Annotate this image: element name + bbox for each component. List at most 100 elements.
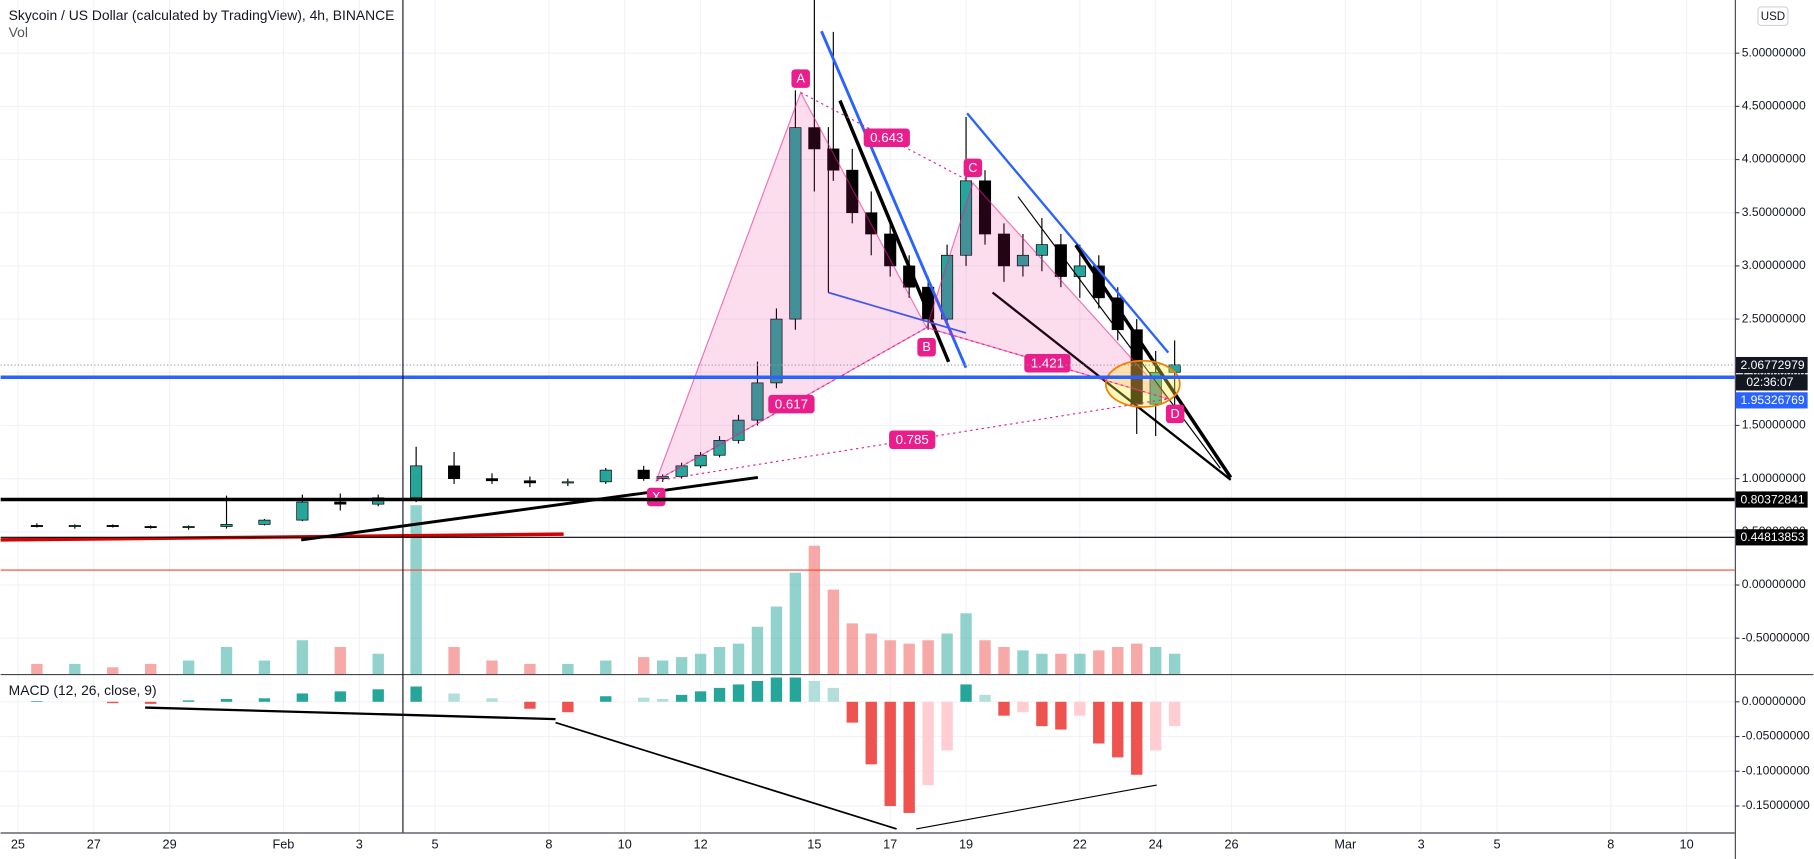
price-label: 2.06772979 (1741, 358, 1805, 372)
macd-bar (827, 687, 840, 702)
y-tick-label: 4.00000000 (1742, 152, 1806, 166)
volume-bar (107, 667, 119, 675)
volume-bar (1017, 650, 1029, 675)
y-tick-label: -0.05000000 (1742, 729, 1810, 743)
volume-bar (865, 633, 877, 675)
macd-bar (770, 677, 783, 702)
currency-button[interactable] (1757, 6, 1789, 27)
volume-bar (903, 643, 915, 675)
volume-bar (694, 653, 707, 675)
point-label: X (652, 489, 661, 504)
candle-body (941, 254, 954, 320)
volume-bar (675, 657, 688, 675)
point-box (963, 158, 983, 178)
macd-bar (1074, 701, 1086, 716)
macd-bar (410, 686, 422, 702)
x-tick-label: 29 (163, 836, 177, 851)
ratio-box (863, 128, 910, 147)
ratio-label: 1.421 (1031, 355, 1064, 370)
macd-bar (979, 694, 991, 702)
volume-bar (31, 663, 43, 675)
volume-bar (562, 663, 574, 675)
volume-bar (789, 572, 802, 675)
candle-body (68, 525, 81, 527)
y-tick-label: 3.50000000 (1742, 205, 1806, 219)
macd-bar (903, 701, 915, 813)
macd-bar (884, 701, 896, 807)
point-box (1165, 404, 1185, 424)
macd-bar (1055, 701, 1067, 730)
trendline (820, 30, 968, 369)
x-tick-label: 22 (1073, 836, 1087, 851)
candle-body (410, 465, 423, 499)
y-tick-label: 2.50000000 (1742, 311, 1806, 325)
ratio-label: 0.643 (870, 130, 903, 145)
volume-bar (334, 647, 346, 675)
macd-bar (998, 701, 1010, 716)
ratio-label: 0.785 (896, 432, 929, 447)
volume-bar (1131, 643, 1143, 675)
macd-bar (960, 684, 972, 702)
candle-body (997, 233, 1011, 267)
countdown-box (1735, 374, 1808, 391)
volume-bar (1036, 653, 1048, 675)
y-tick-label: 3.00000000 (1742, 258, 1806, 272)
volume-bar (770, 606, 783, 675)
volume-bar (524, 663, 536, 675)
candle-body (960, 180, 973, 256)
x-tick-label: 25 (11, 836, 25, 851)
macd-pane (31, 677, 1181, 830)
candle-body (770, 318, 783, 384)
candle-body (182, 526, 195, 528)
point-box (917, 338, 936, 357)
x-tick-label: 10 (1680, 836, 1694, 851)
macd-legend: MACD (12, 26, close, 9) (9, 682, 157, 698)
volume-bar (372, 653, 384, 675)
y-tick-label: -0.15000000 (1742, 798, 1810, 812)
macd-bar (808, 680, 821, 702)
trendline (300, 476, 759, 542)
volume-bar (258, 660, 271, 675)
macd-bar (865, 701, 877, 765)
currency-label: USD (1761, 11, 1785, 23)
macd-bar (372, 689, 384, 702)
macd-bar (1093, 701, 1105, 744)
price-label: 0.80372841 (1741, 492, 1805, 506)
macd-bar (182, 700, 195, 702)
volume-bar (979, 640, 991, 675)
volume-bar (1112, 647, 1124, 675)
candle-body (106, 525, 119, 527)
macd-bar (524, 701, 536, 709)
macd-bar (922, 701, 934, 786)
y-tick-label: 4.50000000 (1742, 99, 1806, 113)
y-tick-label: -0.10000000 (1742, 763, 1810, 777)
macd-bar (675, 694, 688, 702)
point-box (791, 69, 810, 88)
x-tick-label: 19 (959, 836, 973, 851)
macd-bar (694, 691, 707, 702)
macd-bar (562, 701, 574, 713)
macd-bar (1168, 701, 1181, 727)
candle-body (448, 465, 461, 479)
x-tick-label: 5 (1493, 836, 1500, 851)
candle-body (827, 148, 840, 171)
macd-bar (1017, 701, 1029, 713)
macd-bar (1131, 701, 1143, 775)
y-tick-label: 5.00000000 (1742, 45, 1806, 59)
x-tick-label: 15 (807, 836, 821, 851)
price-label: 1.95326769 (1741, 393, 1805, 407)
volume-bar (732, 643, 745, 675)
candle-body (258, 519, 271, 525)
candle-body (523, 480, 536, 484)
point-label: C (968, 160, 977, 175)
volume-bar (486, 660, 498, 675)
candle-body (296, 501, 309, 521)
candle-body (732, 419, 745, 441)
volume-bar (960, 613, 972, 675)
x-tick-label: 12 (694, 836, 708, 851)
candle-body (561, 481, 574, 484)
candle-body (599, 469, 612, 483)
macd-bar (638, 697, 650, 702)
